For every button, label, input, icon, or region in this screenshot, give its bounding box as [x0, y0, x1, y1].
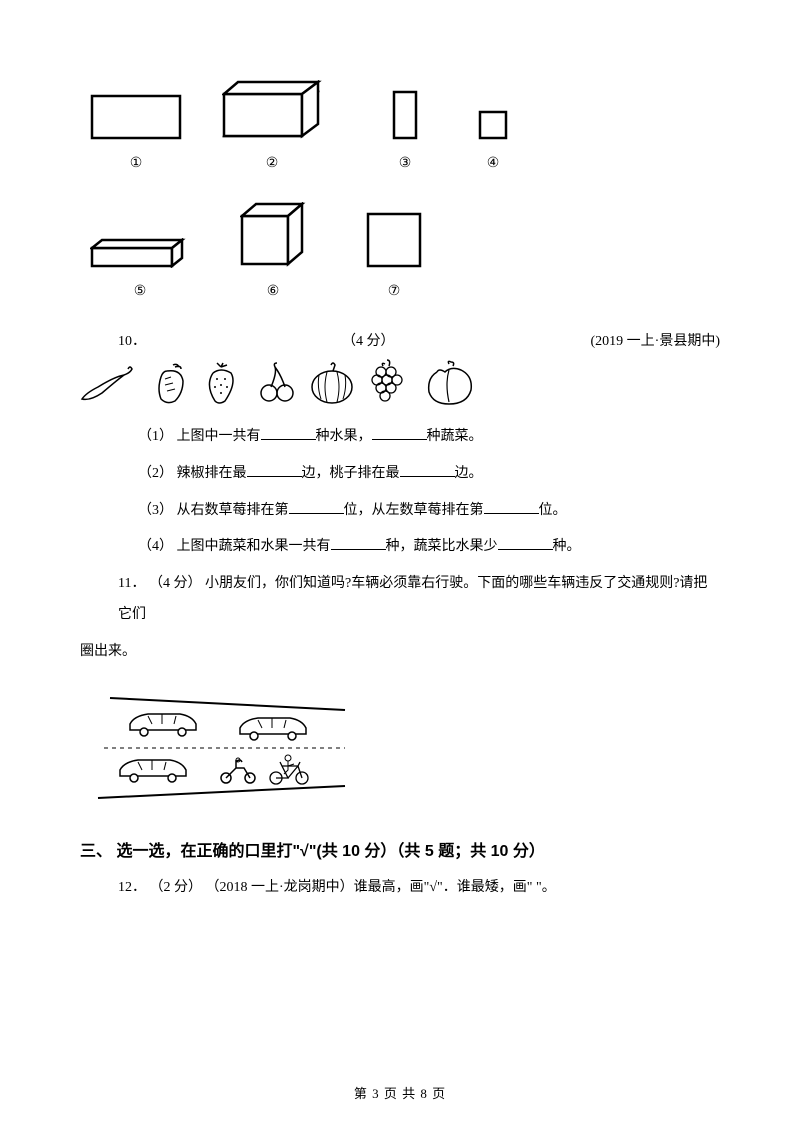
blank — [247, 463, 302, 477]
q10-sub3: （3） 从右数草莓排在第 位，从左数草莓排在第 位。 — [138, 496, 720, 527]
shape-3: ③ — [392, 90, 418, 172]
shape-4: ④ — [478, 110, 508, 172]
shape-label: ⑤ — [134, 283, 147, 300]
cuboid-icon — [222, 80, 322, 140]
fruits-row — [80, 358, 720, 408]
grapes-icon — [367, 358, 409, 408]
blank — [331, 536, 386, 550]
text: 位。 — [539, 503, 567, 518]
shapes-row-1: ① ② ③ ④ — [80, 80, 720, 172]
blank — [372, 426, 427, 440]
section-3-title: 三、 选一选，在正确的口里打"√"(共 10 分）（共 5 题；共 10 分） — [80, 837, 720, 861]
shape-7: ⑦ — [366, 212, 422, 300]
small-rect-icon — [392, 90, 418, 140]
q10-sub4: （4） 上图中蔬菜和水果一共有 种，蔬菜比水果少 种。 — [138, 532, 720, 563]
shape-label: ② — [266, 155, 279, 172]
shape-1: ① — [90, 94, 182, 172]
shape-label: ① — [130, 155, 143, 172]
cube-icon — [240, 202, 306, 268]
q10-sub1: （1） 上图中一共有 种水果， 种蔬菜。 — [138, 422, 720, 453]
blank — [261, 426, 316, 440]
road-icon — [90, 688, 350, 808]
small-square-icon — [478, 110, 508, 140]
text: （4） 上图中蔬菜和水果一共有 — [138, 539, 331, 554]
q11-line2: 圈出来。 — [80, 637, 720, 668]
text: （1） 上图中一共有 — [138, 429, 261, 444]
blank — [498, 536, 553, 550]
square-icon — [366, 212, 422, 268]
shape-label: ④ — [487, 155, 500, 172]
q10-number: 10． — [118, 330, 146, 350]
text: 边，桃子排在最 — [302, 466, 400, 481]
text: 种蔬菜。 — [427, 429, 483, 444]
q11-line1: 11． （4 分） 小朋友们，你们知道吗?车辆必须靠右行驶。下面的哪些车辆违反了… — [118, 569, 720, 631]
shape-label: ⑥ — [267, 283, 280, 300]
q10-header: 10． （4 分） (2019 一上·景县期中) — [80, 330, 720, 350]
text: 种水果， — [316, 429, 372, 444]
road-figure — [90, 688, 720, 813]
chili-icon — [80, 363, 135, 403]
blank — [289, 500, 344, 514]
q10-source: (2019 一上·景县期中) — [591, 330, 721, 350]
blank — [484, 500, 539, 514]
text: 种。 — [553, 539, 581, 554]
text: 边。 — [455, 466, 483, 481]
shape-label: ⑦ — [388, 283, 401, 300]
shape-label: ③ — [399, 155, 412, 172]
text: 种，蔬菜比水果少 — [386, 539, 498, 554]
text: （3） 从右数草莓排在第 — [138, 503, 289, 518]
rectangle-icon — [90, 94, 182, 140]
pumpkin-icon — [309, 359, 355, 407]
shape-6: ⑥ — [240, 202, 306, 300]
shape-2: ② — [222, 80, 322, 172]
text: 位，从左数草莓排在第 — [344, 503, 484, 518]
page-number: 第 3 页 共 8 页 — [0, 1083, 800, 1102]
shapes-row-2: ⑤ ⑥ ⑦ — [80, 202, 720, 300]
peach-icon — [421, 358, 479, 408]
q10-points: （4 分） — [342, 330, 395, 350]
cherry-icon — [255, 359, 297, 407]
q12: 12． （2 分） （2018 一上·龙岗期中）谁最高，画"√"．谁最矮，画" … — [118, 873, 720, 904]
long-cuboid-icon — [90, 238, 190, 268]
strawberry-icon — [201, 361, 243, 405]
text: （2） 辣椒排在最 — [138, 466, 247, 481]
shape-5: ⑤ — [90, 238, 190, 300]
blank — [400, 463, 455, 477]
q10-sub2: （2） 辣椒排在最 边，桃子排在最 边。 — [138, 459, 720, 490]
carrot-icon — [147, 361, 189, 405]
